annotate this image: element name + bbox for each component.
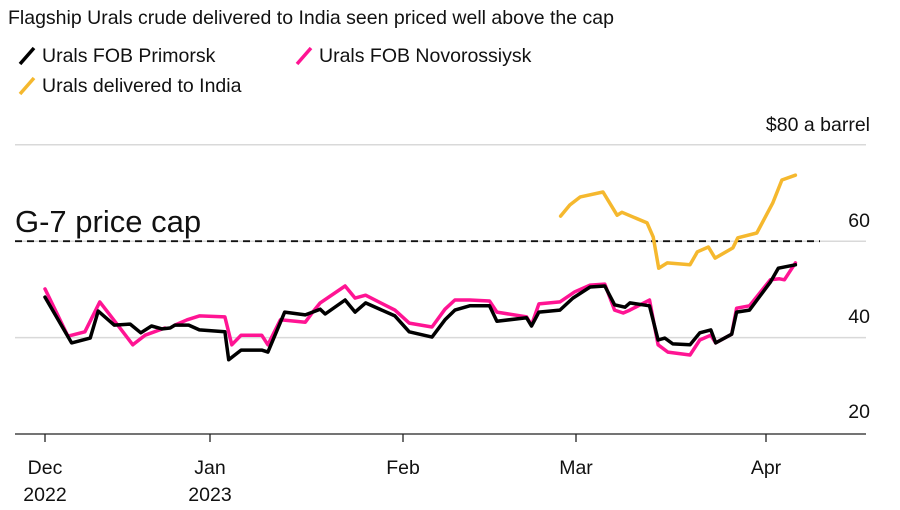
x-tick-label-dec: Dec bbox=[28, 457, 63, 479]
legend-swatch-novorossiysk bbox=[295, 46, 313, 66]
series-line-urals-delivered-to-india bbox=[558, 173, 798, 270]
legend-label-primorsk: Urals FOB Primorsk bbox=[42, 45, 216, 67]
chart-title: Flagship Urals crude delivered to India … bbox=[8, 7, 614, 29]
series-lines bbox=[43, 173, 798, 362]
legend-swatch-primorsk bbox=[18, 46, 36, 66]
price-cap-label: G-7 price cap bbox=[15, 204, 201, 239]
series-line-urals-fob-primorsk bbox=[43, 263, 798, 362]
x-axis-ticks: Dec 2022 Jan 2023 Feb Mar Apr bbox=[23, 434, 782, 506]
y-tick-label-20: 20 bbox=[848, 401, 870, 423]
y-tick-label-40: 40 bbox=[848, 306, 870, 328]
series-line-urals-fob-novorossiysk bbox=[43, 261, 798, 357]
legend-label-novorossiysk: Urals FOB Novorossiysk bbox=[319, 45, 532, 67]
x-tick-year-2023: 2023 bbox=[188, 484, 231, 506]
legend-label-india: Urals delivered to India bbox=[42, 75, 242, 97]
x-tick-label-apr: Apr bbox=[751, 457, 782, 479]
legend-swatch-india bbox=[18, 76, 36, 96]
x-tick-year-2022: 2022 bbox=[23, 484, 66, 506]
x-tick-label-jan: Jan bbox=[194, 457, 225, 479]
y-tick-label-80: $80 a barrel bbox=[766, 114, 870, 136]
legend: Urals FOB Primorsk Urals FOB Novorossiys… bbox=[18, 45, 532, 97]
y-axis-labels: $80 a barrel 60 40 20 bbox=[766, 114, 870, 423]
y-tick-label-60: 60 bbox=[848, 210, 870, 232]
x-tick-label-feb: Feb bbox=[386, 457, 420, 479]
x-tick-label-mar: Mar bbox=[559, 457, 593, 479]
